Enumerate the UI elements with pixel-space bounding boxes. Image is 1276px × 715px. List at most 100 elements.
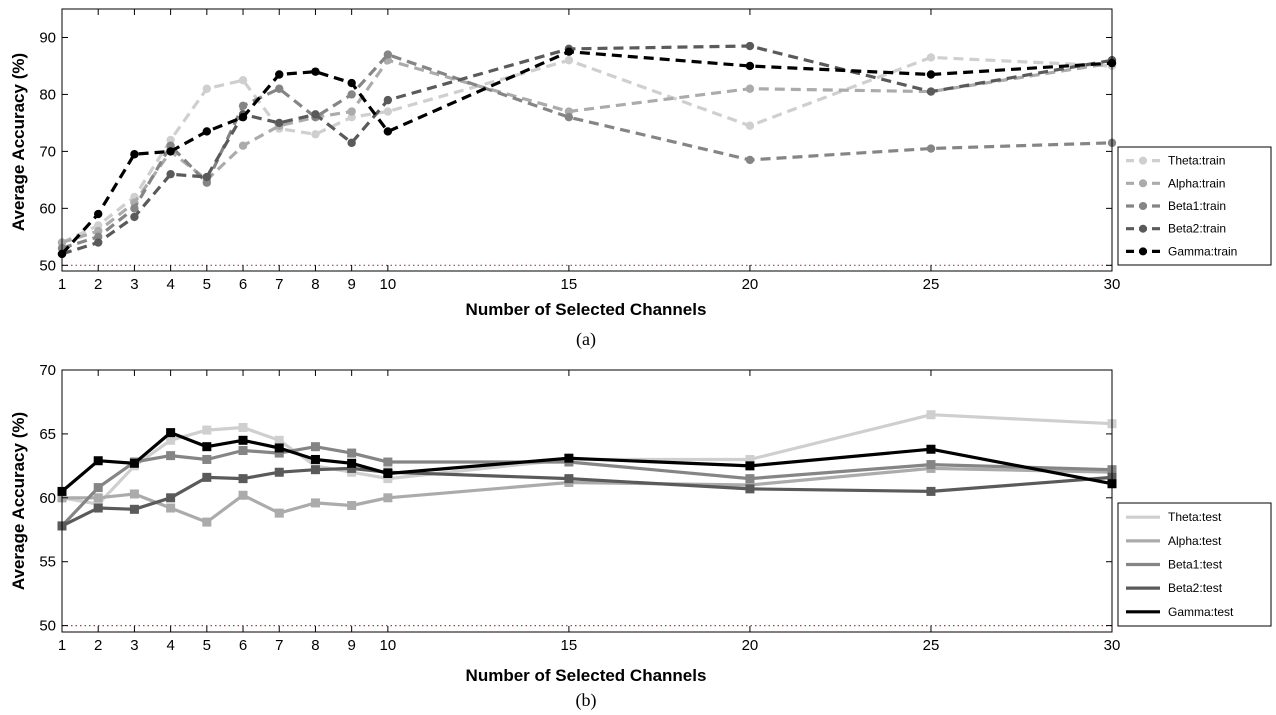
- panel-b-x-tick-label: 3: [130, 637, 138, 654]
- panel-b-data-point: [93, 483, 103, 493]
- panel-b-data-point: [745, 484, 755, 494]
- panel-b-y-axis-label: Average Accuracy (%): [9, 412, 28, 590]
- panel-b-legend-label-4: Beta2:test: [1168, 581, 1223, 595]
- panel-b-x-tick-label: 30: [1104, 637, 1121, 654]
- panel-a-data-point: [926, 70, 936, 79]
- panel-a-legend-label-2: Alpha:train: [1168, 176, 1225, 190]
- panel-b-data-point: [202, 517, 212, 527]
- panel-b-data-point: [274, 508, 284, 518]
- panel-b-data-point: [129, 489, 139, 499]
- panel-b-data-point: [238, 490, 248, 500]
- panel-b-data-point: [310, 498, 320, 508]
- panel-a-data-point: [238, 101, 248, 111]
- panel-a-x-tick-label: 30: [1104, 276, 1121, 293]
- panel-a-data-point: [383, 50, 393, 59]
- panel-a-legend-marker: [1139, 156, 1147, 165]
- panel-b-data-point: [93, 493, 103, 503]
- panel-b-data-point: [926, 444, 936, 454]
- panel-b-data-point: [238, 474, 248, 484]
- panel-b-data-point: [564, 474, 574, 484]
- panel-a-data-point: [202, 172, 212, 182]
- panel-b-x-tick-label: 4: [166, 637, 174, 654]
- panel-a-series-line-1: [61, 55, 1113, 244]
- panel-b-data-point: [238, 435, 248, 445]
- panel-a-data-point: [130, 204, 139, 213]
- panel-b-series-line-3: [60, 445, 1113, 527]
- panel-b-y-tick-label: 70: [39, 362, 56, 379]
- panel-b-data-point: [310, 454, 320, 464]
- panel-a-data-point: [130, 150, 139, 159]
- panel-a-x-tick-label: 10: [380, 276, 397, 293]
- panel-b-plot-frame: [61, 369, 1113, 633]
- panel-b-x-tick-label: 9: [347, 637, 355, 654]
- panel-a-data-point: [238, 141, 248, 150]
- panel-a-data-point: [94, 209, 103, 219]
- panel-a-chart: Average Accuracy (%) Number of Selected …: [9, 8, 1272, 350]
- panel-b-data-point: [745, 454, 755, 464]
- panel-b-data-point: [274, 448, 284, 458]
- panel-b-data-point: [202, 442, 212, 452]
- panel-b-data-point: [564, 453, 574, 463]
- panel-a-series-line-5: [60, 50, 1113, 255]
- panel-b-data-point: [274, 443, 284, 453]
- panel-b-data-point: [238, 423, 248, 433]
- panel-b-y-tick-label: 60: [39, 490, 56, 507]
- panel-a-data-point: [347, 78, 356, 88]
- panel-a-data-point: [166, 169, 175, 179]
- panel-a-data-point: [383, 127, 393, 136]
- panel-b-legend-label-3: Beta1:test: [1168, 558, 1223, 572]
- panel-a-x-tick-label: 15: [561, 276, 578, 293]
- panel-a-y-tick-label: 50: [39, 257, 56, 274]
- panel-a-data-point: [926, 87, 936, 96]
- panel-a-data-point: [745, 41, 755, 51]
- panel-b-data-point: [383, 457, 393, 467]
- panel-b-x-tick-label: 7: [275, 637, 283, 654]
- panel-a-plot-frame: [61, 8, 1113, 272]
- panel-b-data-point: [926, 410, 936, 420]
- panel-b-x-tick-label: 5: [203, 637, 211, 654]
- panel-b-caption: (b): [576, 690, 597, 711]
- panel-b-data-point: [926, 486, 936, 496]
- panel-b-x-tick-label: 15: [561, 637, 578, 654]
- panel-b-y-tick-label: 55: [39, 554, 56, 571]
- panel-a-data-point: [347, 107, 356, 116]
- panel-b-legend-label-2: Alpha:test: [1168, 534, 1222, 548]
- panel-b-data-point: [202, 454, 212, 464]
- panel-a-x-tick-label: 4: [166, 276, 174, 293]
- panel-b-data-point: [166, 503, 176, 513]
- panel-a-x-tick-label: 6: [239, 276, 247, 293]
- panel-a-y-tick-label: 90: [39, 29, 56, 46]
- panel-a-data-point: [311, 110, 320, 119]
- panel-a-legend-marker: [1139, 224, 1147, 233]
- panel-a-x-tick-label: 3: [130, 276, 138, 293]
- panel-a-data-point: [347, 138, 356, 148]
- panel-b-data-point: [383, 474, 393, 484]
- panel-a-x-tick-label: 1: [58, 276, 66, 293]
- panel-a-x-tick-label: 8: [311, 276, 319, 293]
- panel-b-data-point: [347, 500, 357, 510]
- panel-b-chart: Average Accuracy (%) Number of Selected …: [9, 362, 1272, 711]
- panel-a-data-point: [564, 113, 574, 122]
- panel-b-data-point: [202, 425, 212, 435]
- panel-a-x-axis-label: Number of Selected Channels: [466, 300, 707, 319]
- panel-b-data-point: [347, 448, 357, 458]
- panel-b-data-point: [166, 493, 176, 503]
- panel-a-x-tick-label: 7: [275, 276, 283, 293]
- panel-a-data-point: [94, 238, 103, 247]
- panel-a-legend-marker: [1139, 179, 1147, 188]
- panel-b-data-point: [347, 458, 357, 468]
- panel-a-legend-marker: [1139, 202, 1147, 210]
- panel-b-data-point: [383, 493, 393, 503]
- panel-b-x-tick-label: 20: [742, 637, 759, 654]
- panel-a-x-tick-label: 2: [94, 276, 102, 293]
- panel-b-series-line-5: [60, 431, 1113, 493]
- panel-a-data-point: [238, 113, 248, 122]
- panel-b-legend-label-5: Gamma:test: [1168, 605, 1234, 619]
- panel-b-data-point: [347, 463, 357, 473]
- panel-a-data-point: [311, 67, 320, 76]
- panel-b-data-point: [129, 458, 139, 468]
- panel-a-data-point: [926, 53, 936, 62]
- panel-b-data-point: [274, 435, 284, 445]
- panel-a-legend-label-3: Beta1:train: [1168, 199, 1226, 213]
